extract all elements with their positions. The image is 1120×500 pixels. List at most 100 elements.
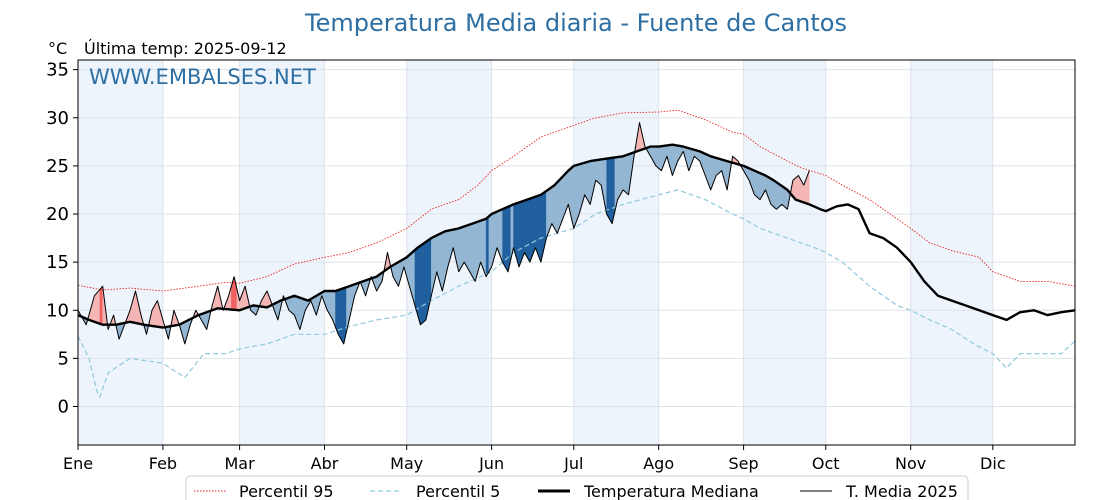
fill-below-day-156 — [502, 207, 506, 268]
fill-below-day-142 — [464, 225, 468, 268]
month-shade-sep — [743, 60, 826, 445]
y-tick-label-25: 25 — [46, 156, 69, 177]
fill-below-day-191 — [598, 159, 602, 186]
fill-above-day-9 — [99, 285, 103, 325]
fill-below-day-125 — [417, 245, 421, 325]
fill-below-day-248 — [754, 170, 758, 198]
fill-below-day-124 — [414, 247, 418, 316]
fill-below-day-155 — [499, 208, 503, 263]
fill-above-day-7 — [94, 292, 98, 324]
fill-below-day-258 — [781, 185, 785, 208]
fill-below-day-190 — [595, 159, 599, 184]
y-tick-label-15: 15 — [46, 252, 69, 273]
fill-below-day-149 — [483, 218, 487, 277]
fill-below-day-145 — [472, 222, 476, 283]
fill-below-day-150 — [485, 215, 490, 278]
x-tick-label-mar: Mar — [225, 454, 256, 473]
x-tick-label-dic: Dic — [980, 454, 1006, 473]
legend: Percentil 95 Percentil 5 Temperatura Med… — [185, 475, 969, 500]
fill-below-day-166 — [529, 197, 533, 263]
legend-label-p95: Percentil 95 — [239, 482, 334, 500]
y-tick-label-0: 0 — [58, 397, 69, 418]
fill-below-day-182 — [573, 164, 577, 229]
x-tick-label-ene: Ene — [63, 454, 93, 473]
grid-lines — [77, 60, 1075, 445]
last-temp-label: Última temp: 2025-09-12 — [84, 39, 287, 58]
x-tick-label-oct: Oct — [812, 454, 840, 473]
legend-label-p5: Percentil 5 — [416, 482, 500, 500]
fill-below-day-186 — [584, 161, 588, 201]
fill-below-day-198 — [617, 156, 621, 201]
month-shade-jul — [573, 60, 659, 445]
fill-below-day-79 — [291, 295, 295, 316]
month-shade-nov — [910, 60, 993, 445]
x-tick-label-may: May — [390, 454, 423, 473]
fill-above-day-263 — [795, 175, 799, 201]
fill-below-day-254 — [770, 178, 774, 208]
unit-label: °C — [48, 39, 67, 58]
series-lines — [77, 109, 1076, 399]
x-axis-ticks: Ene Feb Mar Abr May Jun Jul Ago Sep Oct Nov Dic — [63, 445, 1006, 473]
fill-below-day-157 — [505, 206, 509, 273]
fill-below-day-201 — [625, 154, 629, 196]
x-tick-label-nov: Nov — [895, 454, 926, 473]
fill-below-day-187 — [587, 160, 591, 206]
y-tick-label-35: 35 — [46, 60, 69, 81]
fill-below-day-176 — [557, 178, 561, 234]
fill-below-day-167 — [532, 196, 536, 255]
legend-label-median: Temperatura Mediana — [583, 482, 759, 500]
fill-below-day-143 — [466, 224, 470, 273]
legend-box — [185, 475, 969, 500]
fill-below-day-183 — [576, 164, 580, 222]
fill-below-day-140 — [458, 227, 462, 273]
fill-below-day-141 — [461, 226, 465, 268]
x-tick-label-jun: Jun — [478, 454, 504, 473]
fill-below-day-212 — [655, 146, 659, 169]
y-tick-label-5: 5 — [58, 348, 69, 369]
fill-below-day-168 — [535, 195, 539, 255]
x-tick-label-ago: Ago — [643, 454, 674, 473]
fill-below-day-163 — [521, 200, 525, 260]
x-tick-label-abr: Abr — [311, 454, 339, 473]
fill-below-day-200 — [622, 155, 627, 193]
fill-below-day-195 — [609, 157, 613, 225]
fill-below-day-255 — [773, 179, 777, 210]
fill-below-day-127 — [422, 241, 427, 323]
fill-below-day-199 — [620, 156, 624, 196]
series-percentil-5 — [77, 189, 1076, 399]
x-tick-label-jul: Jul — [563, 454, 583, 473]
fill-below-day-249 — [757, 171, 761, 201]
y-tick-label-30: 30 — [46, 108, 69, 129]
chart-title: Temperatura Media diaria - Fuente de Can… — [304, 9, 847, 37]
fill-below-day-151 — [488, 213, 492, 273]
fill-below-day-256 — [776, 181, 780, 210]
y-tick-label-10: 10 — [46, 300, 69, 321]
month-shading — [78, 60, 993, 445]
series-temperatura-mediana — [77, 143, 1076, 329]
fill-below-day-96 — [338, 288, 342, 340]
fill-below-day-162 — [518, 201, 522, 268]
legend-label-current: T. Media 2025 — [845, 482, 958, 500]
fill-below-day-257 — [778, 183, 783, 208]
fill-above-day-8 — [96, 288, 101, 325]
plot-frame — [77, 59, 1076, 446]
fill-below-day-175 — [554, 181, 558, 235]
x-tick-label-sep: Sep — [729, 454, 759, 473]
watermark: WWW.EMBALSES.NET — [89, 65, 316, 89]
x-tick-label-feb: Feb — [149, 454, 177, 473]
fill-below-day-169 — [537, 194, 542, 263]
series-percentil-95 — [77, 109, 1076, 292]
month-shade-mar — [239, 60, 325, 445]
month-shade-ene — [78, 60, 163, 445]
fill-below-day-97 — [340, 287, 344, 345]
y-axis-ticks: 0 5 10 15 20 25 30 35 — [46, 60, 78, 418]
fill-below-day-213 — [658, 146, 662, 172]
fill-below-day-165 — [526, 198, 531, 263]
fill-below-day-174 — [551, 184, 555, 230]
y-tick-label-20: 20 — [46, 204, 69, 225]
fill-below-day-164 — [524, 199, 528, 259]
series-t-media-2025 — [77, 122, 810, 345]
fill-below-day-126 — [420, 243, 424, 326]
fill-below-day-144 — [469, 223, 473, 278]
